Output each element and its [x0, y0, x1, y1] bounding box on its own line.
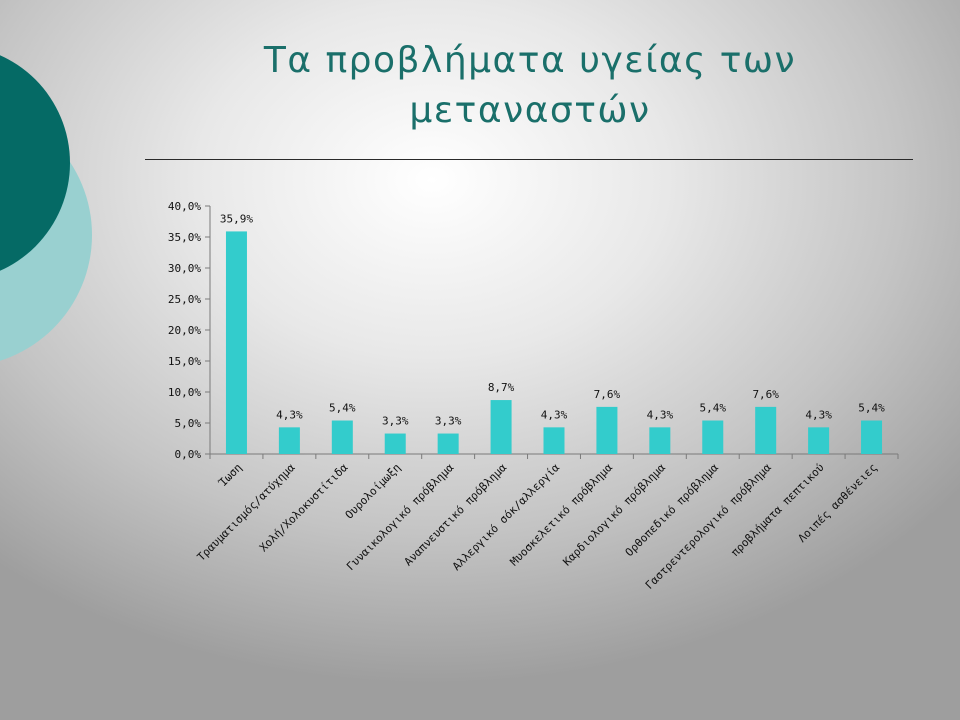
x-tick-label: Ορθοπεδικό πρόβλημα [623, 461, 721, 559]
dark-teal-circle [0, 55, 70, 271]
y-tick-label: 15,0% [168, 355, 201, 368]
data-labels: 35,9% 4,3% 5,4% 3,3% 3,3% 8,7% 4,3% 7,6% 4,3% 5,4… [220, 212, 885, 427]
title-divider [145, 159, 913, 160]
data-label: 8,7% [488, 381, 515, 394]
x-tick-label: Καρδιολογικό πρόβλημα [560, 461, 668, 569]
x-tick-label: Αναπνευστικό πρόβλημα [402, 461, 510, 569]
bar [278, 427, 300, 454]
bar [490, 400, 512, 454]
bar [808, 427, 830, 454]
bar [755, 406, 777, 454]
slide-title: Τα προβλήματα υγείας των μεταναστών [180, 36, 880, 136]
data-label: 5,4% [858, 402, 885, 415]
y-axis: 0,0% 5,0% 10,0% 15,0% 20,0% 25,0% 30,0% 35,0% 40… [168, 200, 211, 461]
y-tick-label: 40,0% [168, 200, 201, 213]
data-label: 7,6% [594, 388, 621, 401]
y-tick-label: 35,0% [168, 231, 201, 244]
bar [543, 427, 565, 454]
x-tick-label: Τραυματισμός/ατύχημα [195, 461, 298, 564]
bar [437, 433, 459, 454]
x-axis [209, 453, 899, 459]
x-tick-label: Μυοσκελετικό πρόβλημα [508, 461, 616, 569]
data-label: 4,3% [541, 408, 568, 421]
y-tick-label: 30,0% [168, 262, 201, 275]
x-tick-label: Γυναικολογικό πρόβλημα [344, 461, 456, 573]
y-tick-label: 5,0% [175, 417, 202, 430]
data-label: 3,3% [382, 415, 409, 428]
data-label: 5,4% [700, 402, 727, 415]
x-tick-label: Χολή/Χολοκυστίτιδα [257, 461, 351, 555]
data-label: 5,4% [329, 402, 356, 415]
data-label: 7,6% [752, 388, 779, 401]
data-label: 35,9% [220, 212, 253, 225]
data-label: 4,3% [647, 408, 674, 421]
bars [225, 231, 883, 454]
data-label: 3,3% [435, 415, 462, 428]
bar [596, 406, 618, 454]
data-label: 4,3% [805, 408, 832, 421]
bar [384, 433, 406, 454]
slide-title-line-2: μεταναστών [409, 90, 651, 131]
x-tick-label: Ίωση [215, 461, 244, 490]
y-tick-label: 25,0% [168, 293, 201, 306]
data-label: 4,3% [276, 408, 303, 421]
bar [331, 420, 353, 454]
y-tick-label: 20,0% [168, 324, 201, 337]
x-tick-label: Αλλεργικό σόκ/αλλεργία [450, 461, 562, 573]
x-tick-label: προβλήματα πεπτικού [729, 461, 827, 559]
slide-title-line-1: Τα προβλήματα υγείας των [263, 40, 797, 81]
y-tick-label: 0,0% [175, 448, 202, 461]
bar [225, 231, 247, 454]
y-tick-label: 10,0% [168, 386, 201, 399]
bar [861, 420, 883, 454]
bar [649, 427, 671, 454]
bar [702, 420, 724, 454]
x-tick-labels: ΊωσηΤραυματισμός/ατύχημαΧολή/Χολοκυστίτι… [195, 461, 880, 592]
